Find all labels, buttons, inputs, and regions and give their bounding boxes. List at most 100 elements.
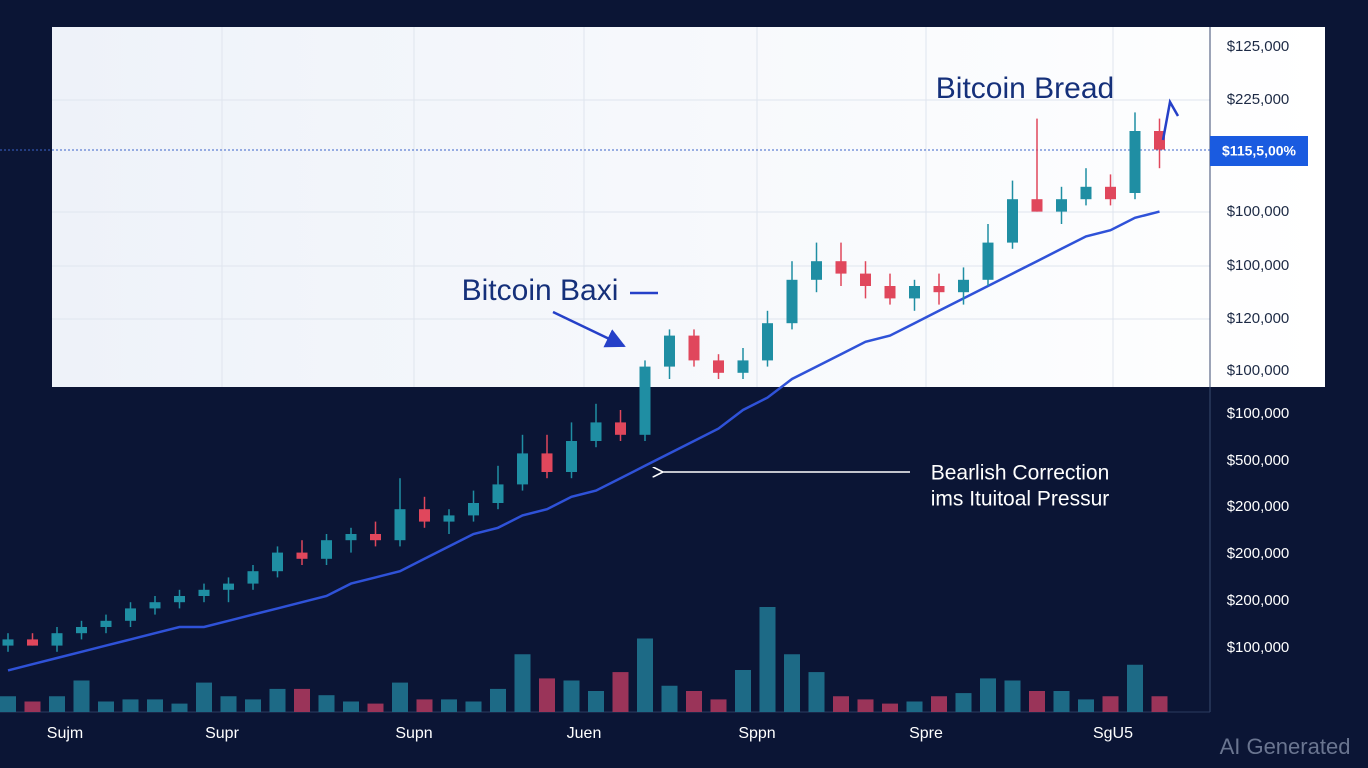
volume-bar xyxy=(171,703,188,712)
price-label: $100,000 xyxy=(1227,203,1290,220)
candle-body xyxy=(419,509,430,522)
x-label: Sppn xyxy=(738,725,775,742)
candle-body xyxy=(1129,131,1141,193)
volume-bar xyxy=(931,696,947,712)
volume-bar xyxy=(490,688,506,712)
candle-body xyxy=(762,323,773,361)
candle-body xyxy=(492,484,504,503)
price-label: $100,000 xyxy=(1227,405,1290,422)
candle-body xyxy=(664,335,675,367)
candle-body xyxy=(1154,131,1165,150)
volume-bar xyxy=(1078,699,1094,712)
price-label: $120,000 xyxy=(1227,310,1290,327)
volume-bar xyxy=(686,691,702,712)
candle-body xyxy=(76,627,87,634)
volume-bar xyxy=(1151,696,1168,712)
volume-bar xyxy=(416,699,433,712)
price-label: $200,000 xyxy=(1227,498,1290,515)
volume-bar xyxy=(833,696,849,712)
candle-body xyxy=(517,453,528,485)
volume-bar xyxy=(710,699,727,712)
volume-bar xyxy=(245,699,261,712)
volume-bar xyxy=(612,672,629,712)
volume-bar xyxy=(563,680,580,712)
annotation: Bitcoin Baxi xyxy=(462,274,619,307)
volume-bar xyxy=(147,699,163,712)
arrow xyxy=(1161,98,1180,141)
candle-body xyxy=(125,608,136,621)
volume-bar xyxy=(343,701,359,712)
annotation: Bearlish Correction xyxy=(931,462,1110,485)
volume-bar xyxy=(441,699,457,712)
candle-body xyxy=(174,596,185,603)
price-label: $500,000 xyxy=(1227,452,1290,469)
volume-bar xyxy=(735,670,751,712)
candle-body xyxy=(443,515,455,522)
volume-bar xyxy=(465,701,482,712)
volume-bar xyxy=(122,699,139,712)
current-price-box xyxy=(1210,136,1308,166)
volume-bar xyxy=(784,654,800,712)
volume-bar xyxy=(980,678,996,712)
candle-body xyxy=(296,552,308,559)
volume-bar xyxy=(98,701,114,712)
volume-bar xyxy=(808,672,825,712)
volume-bar xyxy=(906,701,923,712)
candle-body xyxy=(615,422,626,435)
current-price: $115,5,00% xyxy=(1222,143,1297,159)
price-label: $200,000 xyxy=(1227,545,1290,562)
upper-panel xyxy=(52,27,1325,387)
plot xyxy=(0,112,1168,712)
candle-body xyxy=(370,534,381,541)
annotation: Bitcoin Bread xyxy=(936,72,1114,105)
volume-bar xyxy=(857,699,874,712)
candle-body xyxy=(786,279,798,324)
candle-body xyxy=(541,453,553,472)
volume-bar xyxy=(220,696,237,712)
volume-bar xyxy=(196,682,212,712)
candle-body xyxy=(566,441,577,472)
candle-body xyxy=(835,261,847,274)
candle-body xyxy=(713,360,724,373)
volume-bar xyxy=(539,678,555,712)
candle-body xyxy=(223,583,234,590)
candle-body xyxy=(149,602,161,609)
volume-bar xyxy=(661,685,678,712)
panel-grid xyxy=(52,27,1210,387)
candle-body xyxy=(51,633,63,646)
candle-body xyxy=(884,286,896,299)
x-label: SgU5 xyxy=(1093,725,1133,742)
x-label: Sujm xyxy=(47,725,83,742)
volume-bar xyxy=(24,701,41,712)
volume-bar xyxy=(1127,664,1143,712)
arrow xyxy=(552,310,626,348)
volume-bar xyxy=(1053,691,1070,712)
volume-bar xyxy=(637,638,653,712)
candle-body xyxy=(1031,199,1043,212)
volume-bar xyxy=(367,703,384,712)
volume-bar xyxy=(588,691,604,712)
volume-bar xyxy=(269,688,286,712)
price-label: $225,000 xyxy=(1227,91,1290,108)
candle-body xyxy=(737,360,749,373)
trend-line xyxy=(7,210,1160,672)
volume-bar xyxy=(318,695,335,712)
volume-bar xyxy=(294,688,310,712)
x-label: Supn xyxy=(395,725,432,742)
candle-body xyxy=(1056,199,1067,212)
candle-body xyxy=(198,589,210,596)
candle-body xyxy=(860,273,871,286)
volume-bar xyxy=(1004,680,1021,712)
volume-bar xyxy=(759,607,776,712)
candle-body xyxy=(321,540,332,559)
candle-body xyxy=(1105,186,1116,200)
volume-bar xyxy=(392,682,408,712)
candle-body xyxy=(2,639,14,646)
annotation: ims Ituitoal Pressur xyxy=(931,488,1110,511)
candle-body xyxy=(27,639,38,646)
candle-body xyxy=(1007,199,1018,243)
candle-body xyxy=(958,279,969,293)
volume-bar xyxy=(73,680,90,712)
candle-body xyxy=(1080,186,1092,200)
